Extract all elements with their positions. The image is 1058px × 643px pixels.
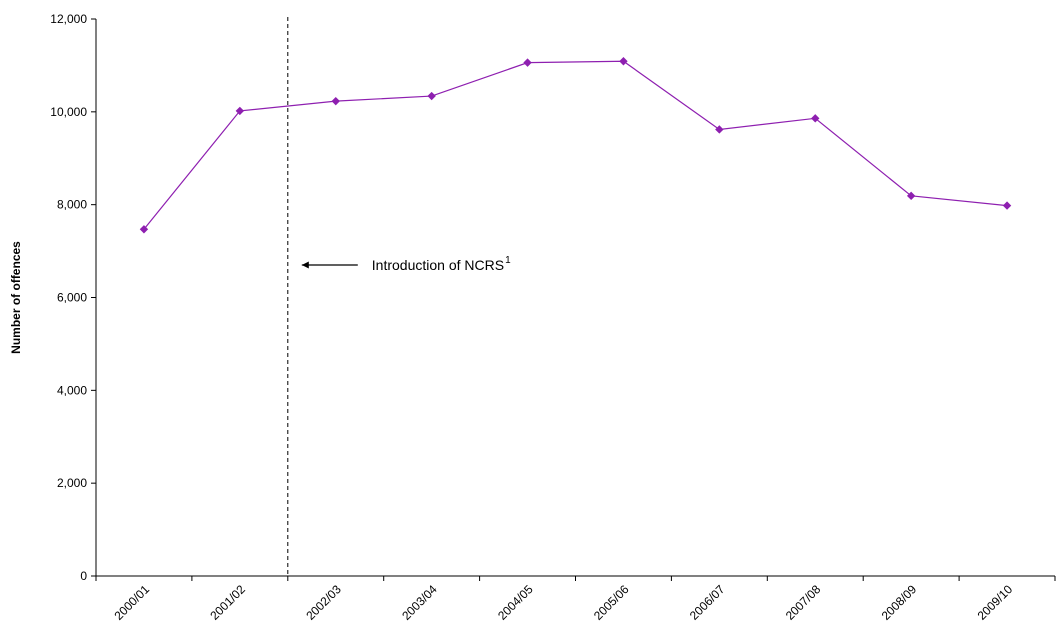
data-point-marker xyxy=(139,225,149,234)
data-point-marker xyxy=(811,114,820,123)
x-tick-label: 2005/06 xyxy=(591,582,632,623)
x-tick-label: 2000/01 xyxy=(111,582,152,623)
labels-layer: 0 2,000 4,000 6,000 8,000 10,000 12,000 2000/01… xyxy=(9,12,1015,623)
x-tick-label: 2001/02 xyxy=(207,582,248,623)
data-point-marker xyxy=(619,57,628,66)
annotation-arrow-head-icon xyxy=(301,261,309,269)
data-point-marker xyxy=(331,96,340,106)
series-line xyxy=(143,60,1008,230)
y-tick-label: 4,000 xyxy=(57,383,87,397)
x-tick-label: 2006/07 xyxy=(687,582,728,623)
data-point-marker xyxy=(1002,201,1012,210)
series-layer xyxy=(139,57,1012,234)
x-tick-label: 2003/04 xyxy=(399,582,440,623)
annotation-text: Introduction of NCRS1 xyxy=(372,255,511,273)
x-tick-label: 2002/03 xyxy=(303,582,344,623)
data-point-marker xyxy=(235,106,245,116)
x-tick-label: 2008/09 xyxy=(879,582,920,623)
y-axis-title: Number of offences xyxy=(9,241,23,354)
axes-layer xyxy=(91,18,1056,581)
y-tick-label: 8,000 xyxy=(57,198,87,212)
data-point-marker xyxy=(906,191,916,201)
data-point-marker xyxy=(523,58,532,67)
y-tick-label: 10,000 xyxy=(50,105,87,119)
annotation-layer: Introduction of NCRS1 xyxy=(287,17,511,576)
x-tick-label: 2007/08 xyxy=(783,582,824,623)
data-point-marker xyxy=(715,125,724,134)
annotation-superscript: 1 xyxy=(505,255,511,266)
x-tick-label: 2009/10 xyxy=(975,582,1016,623)
annotation-label: Introduction of NCRS xyxy=(372,257,504,273)
y-tick-label: 6,000 xyxy=(57,291,87,305)
y-tick-label: 12,000 xyxy=(50,12,87,26)
x-tick-label: 2004/05 xyxy=(495,582,536,623)
y-tick-label: 0 xyxy=(80,569,87,583)
y-tick-label: 2,000 xyxy=(57,476,87,490)
data-point-marker xyxy=(427,91,436,101)
